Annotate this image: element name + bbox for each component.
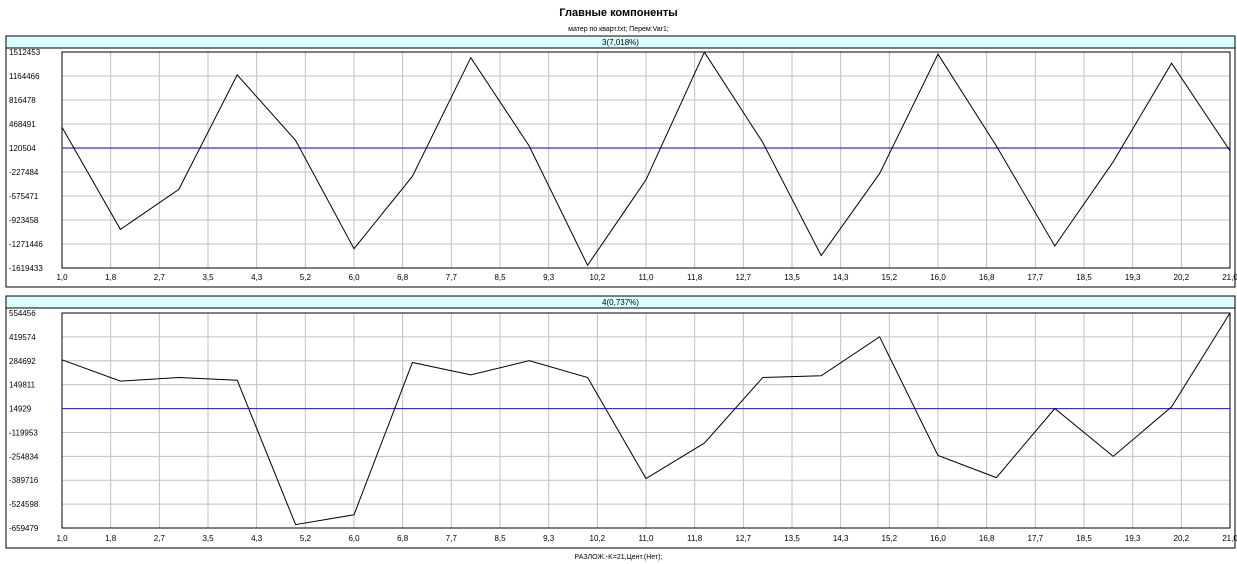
x-tick-label: 21,0: [1222, 273, 1237, 282]
x-tick-label: 7,7: [446, 534, 458, 543]
y-tick-label: -119953: [9, 428, 38, 437]
plot-area-border: [61, 51, 1231, 269]
x-tick-label: 1,8: [105, 534, 117, 543]
x-tick-label: 6,0: [348, 273, 360, 282]
x-tick-label: 19,3: [1125, 534, 1141, 543]
chart-footer: РАЗЛОЖ.-K=21,Цент.(Нет);: [574, 554, 663, 561]
x-tick-label: 11,0: [639, 273, 655, 282]
panel-title-band: [5, 35, 1236, 49]
panel-title-band: [5, 295, 1236, 309]
x-tick-label: 13,5: [784, 273, 800, 282]
x-tick-label: 14,3: [833, 534, 849, 543]
x-tick-label: 15,2: [882, 534, 898, 543]
x-tick-label: 21,0: [1222, 534, 1237, 543]
x-tick-label: 7,7: [446, 273, 458, 282]
x-tick-label: 5,2: [300, 534, 312, 543]
x-tick-label: 3,5: [202, 273, 214, 282]
x-tick-label: 3,5: [202, 534, 214, 543]
chart-title: Главные компоненты: [559, 7, 678, 19]
y-tick-label: 468491: [9, 120, 36, 129]
y-tick-label: -389716: [9, 476, 39, 485]
x-tick-label: 1,0: [56, 534, 68, 543]
x-tick-label: 6,0: [348, 534, 360, 543]
x-tick-label: 8,5: [494, 534, 506, 543]
x-tick-label: 12,7: [736, 534, 752, 543]
x-tick-label: 12,7: [736, 273, 752, 282]
x-tick-label: 9,3: [543, 534, 555, 543]
x-tick-label: 10,2: [590, 273, 606, 282]
x-tick-label: 16,8: [979, 273, 995, 282]
x-tick-label: 11,0: [639, 534, 655, 543]
x-tick-label: 15,2: [882, 273, 898, 282]
x-tick-label: 4,3: [251, 534, 263, 543]
x-tick-label: 1,0: [56, 273, 68, 282]
x-tick-label: 9,3: [543, 273, 555, 282]
panel-title: 4(0,737%): [602, 298, 639, 307]
series-line: [61, 51, 1231, 267]
x-tick-label: 19,3: [1125, 273, 1141, 282]
y-tick-label: -254834: [9, 452, 39, 461]
series-line: [61, 312, 1231, 526]
x-tick-label: 13,5: [784, 534, 800, 543]
x-tick-label: 11,8: [687, 534, 703, 543]
x-tick-label: 16,0: [930, 534, 946, 543]
panel-frame: [5, 295, 1236, 549]
x-tick-label: 10,2: [590, 534, 606, 543]
x-tick-label: 8,5: [494, 273, 506, 282]
panel-frame: [5, 35, 1236, 288]
y-tick-label: -1271446: [9, 240, 43, 249]
x-tick-label: 2,7: [154, 273, 166, 282]
x-tick-label: 17,7: [1028, 273, 1044, 282]
y-tick-label: -1619433: [9, 264, 43, 273]
x-tick-label: 2,7: [154, 534, 166, 543]
x-tick-label: 20,2: [1174, 534, 1190, 543]
y-tick-label: -524598: [9, 500, 39, 509]
panel-title: 3(7,018%): [602, 38, 639, 47]
y-tick-label: 1164466: [9, 72, 40, 81]
x-tick-label: 16,8: [979, 534, 995, 543]
x-tick-label: 18,5: [1076, 273, 1092, 282]
x-tick-label: 18,5: [1076, 534, 1092, 543]
y-tick-label: 1512453: [9, 48, 41, 57]
x-tick-label: 1,8: [105, 273, 117, 282]
plot-area-border: [61, 312, 1231, 529]
y-tick-label: 284692: [9, 357, 36, 366]
x-tick-label: 16,0: [930, 273, 946, 282]
y-tick-label: 554456: [9, 309, 36, 318]
x-tick-label: 5,2: [300, 273, 312, 282]
y-tick-label: -923458: [9, 216, 39, 225]
x-tick-label: 14,3: [833, 273, 849, 282]
y-tick-label: 149811: [9, 381, 36, 390]
x-tick-label: 4,3: [251, 273, 263, 282]
y-tick-label: -227484: [9, 168, 39, 177]
y-tick-label: 14929: [9, 405, 32, 414]
y-tick-label: 816478: [9, 96, 36, 105]
x-tick-label: 20,2: [1174, 273, 1190, 282]
x-tick-label: 6,8: [397, 534, 409, 543]
x-tick-label: 11,8: [687, 273, 703, 282]
y-tick-label: 419574: [9, 333, 36, 342]
x-tick-label: 6,8: [397, 273, 409, 282]
y-tick-label: 120504: [9, 144, 36, 153]
y-tick-label: -575471: [9, 192, 39, 201]
chart-subtitle: матер по кварт.txt; Перем:Var1;: [568, 26, 669, 33]
x-tick-label: 17,7: [1028, 534, 1044, 543]
y-tick-label: -659479: [9, 524, 39, 533]
